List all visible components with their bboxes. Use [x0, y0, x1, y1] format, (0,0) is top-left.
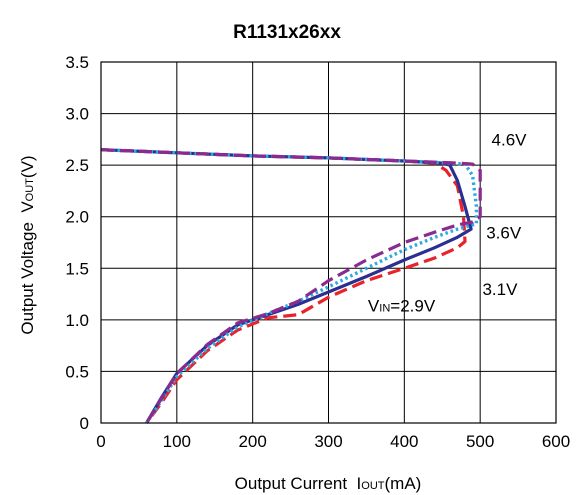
x-tick-label: 400 [390, 432, 418, 451]
annotation-label-3: 3.1V [482, 280, 518, 299]
x-tick-labels: 0 100 200 300 400 500 600 [96, 432, 570, 451]
annotation-rest: =2.9V [390, 297, 436, 316]
annotation-sub: IN [379, 303, 390, 315]
y-tick-label: 0 [80, 414, 89, 433]
y-axis-label-sub: OUT [24, 178, 36, 202]
series-line-4 [100, 148, 482, 424]
y-tick-label: 0.5 [65, 362, 89, 381]
annotation-label-4: VIN=2.9V [368, 297, 436, 316]
grid [101, 62, 556, 423]
y-tick-label: 3.5 [65, 53, 89, 72]
x-tick-label: 200 [238, 432, 266, 451]
y-axis-label-main: Output Voltage V [18, 201, 37, 335]
x-axis-label-unit: (mA) [385, 474, 422, 493]
series-line-2 [100, 148, 473, 424]
y-tick-labels: 0 0.5 1.0 1.5 2.0 2.5 3.0 3.5 [65, 53, 89, 433]
x-tick-label: 0 [96, 432, 105, 451]
plot-frame [100, 61, 557, 424]
x-axis-label-main: Output Current I [235, 474, 362, 493]
annotation-main: V [368, 297, 380, 316]
y-tick-label: 2.5 [65, 156, 89, 175]
y-axis-label-unit: (V) [18, 155, 37, 178]
x-tick-label: 100 [163, 432, 191, 451]
annotations: 4.6V 3.6V 3.1V VIN=2.9V [368, 131, 527, 316]
series-line-3 [100, 148, 479, 424]
y-tick-label: 1.5 [65, 259, 89, 278]
y-tick-label: 1.0 [65, 311, 89, 330]
x-tick-label: 300 [314, 432, 342, 451]
chart-title: R1131x26xx [233, 22, 341, 43]
x-tick-label: 600 [542, 432, 570, 451]
series-layer [100, 148, 482, 424]
annotation-label-1: 4.6V [492, 131, 528, 150]
x-tick-label: 500 [466, 432, 494, 451]
y-tick-label: 2.0 [65, 208, 89, 227]
x-axis-label: Output Current IOUT(mA) [235, 474, 422, 493]
y-tick-label: 3.0 [65, 105, 89, 124]
series-line-1 [100, 148, 467, 424]
annotation-label-2: 3.6V [486, 223, 522, 242]
y-axis-label: Output Voltage VOUT(V) [18, 155, 37, 334]
x-axis-label-sub: OUT [361, 480, 385, 492]
